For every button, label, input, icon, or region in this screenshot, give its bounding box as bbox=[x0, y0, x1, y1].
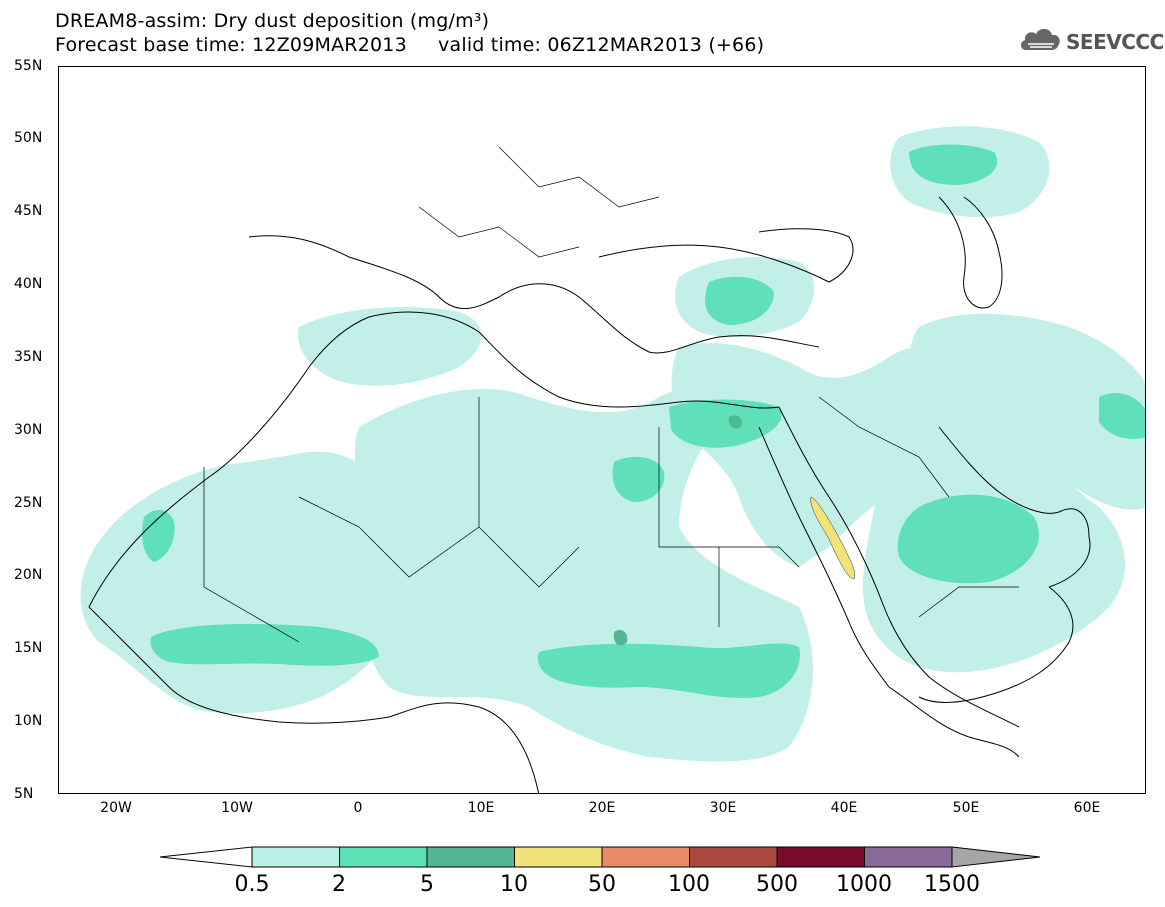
logo-text: SEEVCCC bbox=[1066, 30, 1164, 54]
border-sahara-5 bbox=[719, 546, 800, 568]
colorbar-label-2: 2 bbox=[332, 872, 346, 897]
border-arabia-2 bbox=[918, 586, 1019, 618]
map-panel bbox=[58, 66, 1146, 794]
colorbar bbox=[159, 846, 1041, 868]
coastline-persian-gulf bbox=[938, 426, 1091, 588]
border-arabia-1 bbox=[818, 396, 950, 498]
lon-label-60e: 60E bbox=[1073, 800, 1101, 816]
deposition-patch-arabia-central bbox=[897, 494, 1039, 584]
colorbar-label-100: 100 bbox=[668, 872, 710, 897]
colorbar-label-1500: 1500 bbox=[924, 872, 980, 897]
coastline-red-sea-west bbox=[758, 426, 890, 688]
lon-label-20w: 20W bbox=[100, 800, 132, 816]
chart-title: DREAM8-assim: Dry dust deposition (mg/m³… bbox=[55, 10, 490, 32]
lat-label-55n: 55N bbox=[14, 58, 43, 74]
lat-label-40n: 40N bbox=[14, 276, 43, 292]
deposition-patch-gulf-east bbox=[1099, 393, 1145, 439]
coastline-red-sea bbox=[778, 406, 1020, 728]
colorbar-label-1000: 1000 bbox=[836, 872, 892, 897]
deposition-level-10-50 bbox=[810, 496, 855, 580]
lon-label-40e: 40E bbox=[830, 800, 858, 816]
country-borders bbox=[203, 146, 1019, 643]
colorbar-bin-7 bbox=[776, 846, 865, 868]
deposition-patch-libya bbox=[612, 456, 665, 502]
lat-label-25n: 25N bbox=[14, 495, 43, 511]
coastline-gulf-of-guinea bbox=[88, 606, 540, 793]
deposition-patch-mauritania bbox=[142, 510, 175, 562]
colorbar-bin-2 bbox=[339, 846, 428, 868]
seevccc-logo: SEEVCCC bbox=[1018, 24, 1164, 58]
colorbar-bin-1 bbox=[251, 846, 340, 868]
lat-label-35n: 35N bbox=[14, 349, 43, 365]
colorbar-bin-8 bbox=[864, 846, 953, 868]
colorbar-bin-4 bbox=[514, 846, 603, 868]
lon-label-30e: 30E bbox=[709, 800, 737, 816]
colorbar-bin-5 bbox=[601, 846, 690, 868]
cloud-logo-icon bbox=[1020, 28, 1060, 50]
lon-label-10e: 10E bbox=[467, 800, 495, 816]
deposition-patch-chad bbox=[613, 630, 628, 646]
colorbar-label-50: 50 bbox=[588, 872, 616, 897]
colorbar-bin-3 bbox=[426, 846, 515, 868]
colorbar-above-arrow bbox=[951, 846, 1041, 868]
border-sahara-3 bbox=[478, 397, 580, 588]
dust-deposition-map bbox=[80, 126, 1145, 793]
border-sahara-1 bbox=[203, 467, 300, 643]
colorbar-bin-6 bbox=[689, 846, 778, 868]
coastline-black-sea bbox=[598, 228, 854, 283]
coastlines-borders bbox=[88, 196, 1091, 793]
deposition-patch-egypt bbox=[728, 415, 743, 429]
lat-label-10n: 10N bbox=[14, 713, 43, 729]
deposition-patch-red-sea bbox=[810, 496, 855, 580]
colorbar-label-5: 5 bbox=[420, 872, 434, 897]
dust-region-north-africa-coast bbox=[298, 307, 482, 386]
coastline-west-africa bbox=[88, 311, 780, 608]
deposition-patch-turkey bbox=[705, 276, 774, 325]
lat-label-50n: 50N bbox=[14, 130, 43, 146]
colorbar-label-0.5: 0.5 bbox=[234, 872, 270, 897]
coastline-caspian bbox=[938, 196, 1003, 309]
border-europe-1 bbox=[418, 206, 580, 258]
deposition-patch-egypt-north bbox=[669, 399, 782, 448]
deposition-patch-sahel-east bbox=[537, 643, 800, 699]
border-sahara-4 bbox=[658, 427, 720, 627]
lon-label-50e: 50E bbox=[952, 800, 980, 816]
deposition-level-2-5 bbox=[142, 144, 1145, 699]
lat-label-5n: 5N bbox=[14, 786, 34, 802]
colorbar-label-10: 10 bbox=[500, 872, 528, 897]
lat-label-20n: 20N bbox=[14, 567, 43, 583]
border-sahara-2 bbox=[298, 496, 480, 578]
deposition-level-5-10 bbox=[613, 415, 743, 646]
lat-label-45n: 45N bbox=[14, 203, 43, 219]
deposition-patch-caspian bbox=[909, 144, 998, 185]
lon-label-20e: 20E bbox=[588, 800, 616, 816]
lon-label-10w: 10W bbox=[221, 800, 253, 816]
coastline-europe bbox=[248, 235, 820, 354]
coastline-arabian-sea bbox=[918, 586, 1074, 703]
forecast-time-subtitle: Forecast base time: 12Z09MAR2013 valid t… bbox=[55, 34, 765, 56]
dust-region-iran-east bbox=[909, 313, 1145, 510]
coastline-horn-of-africa bbox=[888, 686, 1020, 758]
deposition-patch-sahel-west bbox=[150, 624, 379, 666]
lat-label-15n: 15N bbox=[14, 640, 43, 656]
colorbar-below-arrow bbox=[159, 846, 253, 868]
colorbar-label-500: 500 bbox=[756, 872, 798, 897]
border-europe-2 bbox=[498, 146, 660, 208]
colorbar-legend bbox=[159, 845, 1041, 885]
lon-label-0: 0 bbox=[353, 800, 363, 816]
lat-label-30n: 30N bbox=[14, 422, 43, 438]
